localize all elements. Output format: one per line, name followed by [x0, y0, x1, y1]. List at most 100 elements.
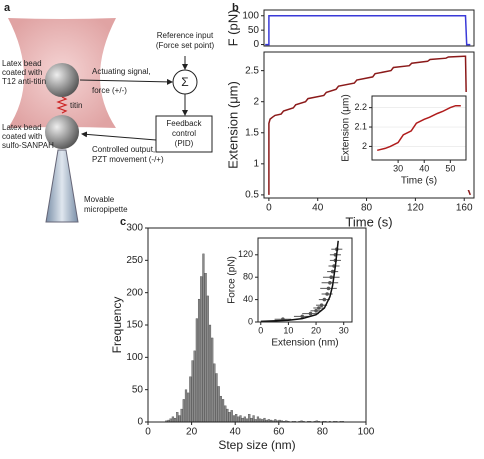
point: [329, 275, 334, 280]
x-axis-label: Time (s): [401, 176, 437, 187]
bar: [197, 298, 201, 423]
titin-spring: [56, 96, 68, 114]
y-tick-label: 2.2: [354, 102, 367, 112]
point: [300, 314, 305, 319]
y-tick-label: 120: [238, 249, 253, 259]
micropipette: [45, 149, 79, 223]
y-tick-label: 2: [253, 96, 259, 107]
y-axis-label: Extension (μm): [225, 81, 240, 169]
bar: [235, 414, 238, 423]
bar: [189, 376, 192, 423]
x-tick-label: 0: [258, 325, 263, 335]
point: [326, 286, 331, 291]
y-tick-label: 2: [362, 141, 367, 151]
bar: [213, 363, 216, 423]
bar: [232, 415, 236, 423]
x-axis-label: Time (s): [345, 214, 392, 229]
x-tick-label: 40: [230, 427, 242, 438]
label: Controlled output,: [92, 145, 155, 154]
x-tick-label: 100: [358, 427, 375, 438]
bar: [178, 415, 181, 423]
label: T12 anti-titin: [2, 77, 46, 86]
bar: [221, 399, 225, 423]
label: coated with: [2, 132, 42, 141]
y-tick-label: 1: [253, 158, 259, 169]
y-tick-label: 250: [126, 255, 143, 266]
panel-label: b: [232, 2, 239, 14]
y-tick-label: 100: [242, 10, 259, 21]
bar: [180, 408, 183, 423]
y-tick-label: 1.5: [245, 127, 259, 138]
y-tick-label: 80: [243, 272, 253, 282]
bar: [204, 273, 207, 423]
label: Movable: [84, 195, 115, 204]
y-tick-label: 200: [126, 287, 143, 298]
bar: [195, 318, 198, 423]
plot-frame: [263, 51, 475, 199]
point: [308, 311, 313, 316]
fit-line: [260, 240, 339, 323]
y-tick-label: 50: [132, 384, 144, 395]
plot-frame: [371, 95, 467, 161]
y-tick-label: 2.1: [354, 121, 367, 131]
y-axis-label: Frequency: [110, 297, 124, 354]
y-tick-label: 0: [137, 417, 143, 428]
bar: [215, 373, 218, 423]
data-line: [265, 15, 471, 46]
x-tick-label: 40: [419, 163, 429, 173]
label: control: [172, 129, 196, 138]
x-tick-label: 120: [407, 203, 424, 214]
bar: [211, 337, 214, 423]
point: [319, 303, 324, 308]
bar: [184, 389, 188, 423]
diagram: Reference input (Force set point) Σ Late…: [2, 18, 214, 223]
x-tick-label: 160: [456, 203, 473, 214]
x-tick-label: 10: [283, 325, 293, 335]
top-bead: [45, 63, 79, 97]
y-tick-label: 2.5: [245, 65, 259, 76]
plot-frame: [257, 237, 353, 323]
bar: [171, 416, 175, 423]
point: [322, 297, 327, 302]
point: [330, 269, 335, 274]
x-tick-label: 20: [186, 427, 198, 438]
bottom-bead: [45, 115, 79, 149]
bar: [182, 399, 185, 423]
x-tick-label: 50: [445, 163, 455, 173]
label: PZT movement (-/+): [92, 155, 164, 164]
bar: [202, 253, 205, 423]
y-axis-label: Extension (μm): [341, 94, 352, 161]
y-tick-label: 0: [248, 316, 253, 326]
bar: [243, 416, 246, 423]
x-tick-label: 80: [361, 203, 373, 214]
label: titin: [70, 101, 82, 110]
x-tick-label: 30: [393, 163, 403, 173]
bar: [219, 395, 222, 423]
panel-label: c: [120, 216, 126, 228]
bar: [187, 392, 190, 423]
x-tick-label: 0: [266, 203, 272, 214]
label: Actuating signal,: [92, 67, 151, 76]
label: Reference input: [157, 31, 214, 40]
panel-label: a: [4, 2, 11, 14]
y-tick-label: 40: [243, 294, 253, 304]
bar: [174, 417, 177, 423]
bar: [226, 408, 229, 423]
feedback-box: [155, 115, 213, 153]
y-axis-label: F (pN): [225, 10, 240, 47]
y-tick-label: 50: [248, 25, 260, 36]
bar: [241, 417, 244, 423]
bar: [230, 410, 233, 423]
label: Feedback: [166, 119, 202, 128]
data-line: [377, 104, 461, 152]
bar: [176, 412, 179, 423]
label: Σ: [181, 75, 188, 89]
data-line: [268, 55, 471, 196]
label: micropipette: [84, 205, 128, 214]
bar: [224, 405, 227, 423]
label: Latex bead: [2, 59, 42, 68]
bar: [237, 416, 240, 423]
y-tick-label: 150: [126, 320, 143, 331]
bar: [256, 416, 260, 423]
bar: [208, 324, 212, 423]
